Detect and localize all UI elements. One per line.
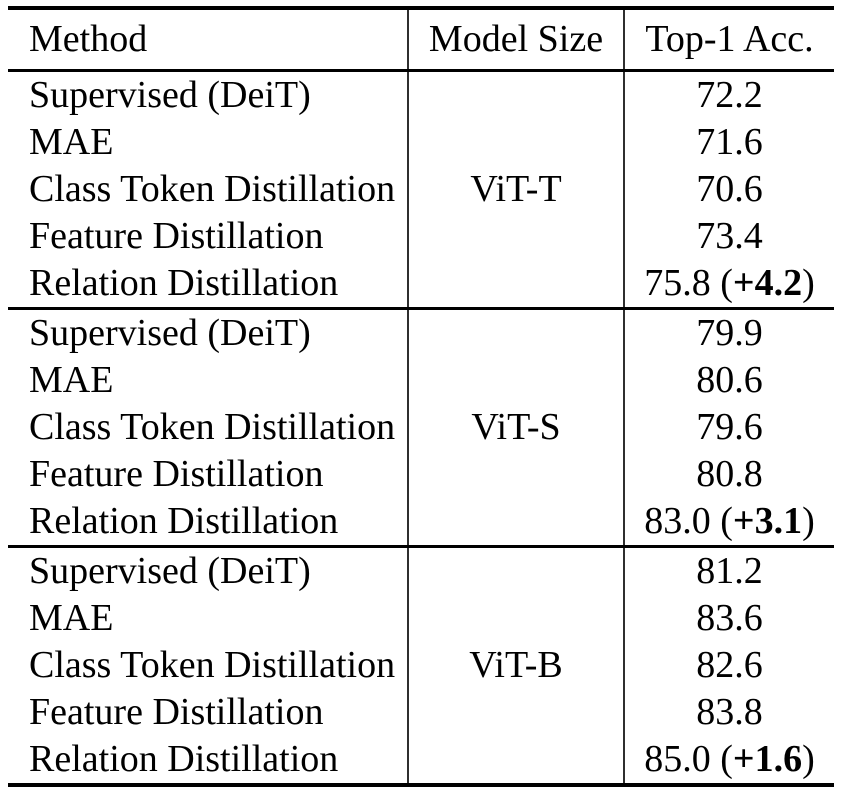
acc-cell: 75.8 (+4.2)	[624, 260, 834, 309]
acc-value: 75.8	[644, 261, 711, 304]
method-cell: Class Token Distillation	[8, 404, 409, 451]
table-row: Supervised (DeiT) ViT-S 79.9	[8, 307, 834, 547]
acc-value: 80.8	[696, 452, 763, 495]
method-cell: Relation Distillation	[8, 260, 409, 309]
results-table: Method Model Size Top-1 Acc. Supervised …	[8, 6, 834, 787]
acc-cell: 83.0 (+3.1)	[624, 498, 834, 547]
method-cell: Supervised (DeiT)	[8, 307, 409, 357]
header-model-size: Model Size	[408, 8, 625, 72]
acc-value: 80.6	[696, 358, 763, 401]
table-row: Class Token Distillation 82.6	[8, 642, 834, 689]
table-row: Supervised (DeiT) ViT-B 81.2	[8, 545, 834, 785]
acc-value: 72.2	[696, 73, 763, 116]
table-row: Supervised (DeiT) ViT-T 72.2	[8, 69, 834, 309]
method-cell: MAE	[8, 119, 409, 166]
acc-cell: 79.9	[624, 307, 834, 357]
gain-value: +4.2	[732, 261, 803, 304]
acc-value: 85.0	[644, 737, 711, 780]
acc-cell: 83.8	[624, 689, 834, 736]
table-row: Class Token Distillation 70.6	[8, 166, 834, 213]
acc-cell: 73.4	[624, 213, 834, 260]
acc-value: 83.8	[696, 690, 763, 733]
acc-value: 79.9	[696, 311, 763, 354]
method-cell: Feature Distillation	[8, 451, 409, 498]
acc-value: 83.0	[644, 499, 711, 542]
acc-value: 81.2	[696, 549, 763, 592]
acc-value: 73.4	[696, 214, 763, 257]
acc-cell: 79.6	[624, 404, 834, 451]
acc-cell: 82.6	[624, 642, 834, 689]
table-row: Feature Distillation 83.8	[8, 689, 834, 736]
method-cell: Feature Distillation	[8, 689, 409, 736]
gain-value: +1.6	[732, 737, 803, 780]
group-vit-b: Supervised (DeiT) ViT-B 81.2 MAE 83.6 Cl…	[8, 545, 834, 785]
acc-value: 83.6	[696, 596, 763, 639]
method-cell: Supervised (DeiT)	[8, 69, 409, 119]
model-size-cell: ViT-T	[408, 69, 625, 309]
table-row: Relation Distillation 85.0 (+1.6)	[8, 736, 834, 785]
method-cell: MAE	[8, 357, 409, 404]
acc-value: 70.6	[696, 167, 763, 210]
acc-value: 79.6	[696, 405, 763, 448]
method-cell: Relation Distillation	[8, 736, 409, 785]
acc-cell: 83.6	[624, 595, 834, 642]
table-row: Class Token Distillation 79.6	[8, 404, 834, 451]
gain-paren-close: )	[802, 499, 815, 542]
gain-value: +3.1	[732, 499, 803, 542]
model-size-cell: ViT-S	[408, 307, 625, 547]
acc-cell: 71.6	[624, 119, 834, 166]
acc-value: 82.6	[696, 643, 763, 686]
method-cell: Feature Distillation	[8, 213, 409, 260]
acc-cell: 85.0 (+1.6)	[624, 736, 834, 785]
group-vit-t: Supervised (DeiT) ViT-T 72.2 MAE 71.6 Cl…	[8, 69, 834, 309]
table-row: MAE 80.6	[8, 357, 834, 404]
header-top1-acc: Top-1 Acc.	[624, 8, 834, 72]
table-row: Relation Distillation 75.8 (+4.2)	[8, 260, 834, 309]
method-cell: Supervised (DeiT)	[8, 545, 409, 595]
acc-cell: 80.8	[624, 451, 834, 498]
acc-cell: 81.2	[624, 545, 834, 595]
header-method: Method	[8, 8, 409, 72]
method-cell: Class Token Distillation	[8, 642, 409, 689]
acc-cell: 72.2	[624, 69, 834, 119]
gain-paren-open: (	[710, 499, 733, 542]
table-row: MAE 83.6	[8, 595, 834, 642]
gain-paren-close: )	[802, 261, 815, 304]
header-row: Method Model Size Top-1 Acc.	[8, 8, 834, 72]
table-row: Feature Distillation 80.8	[8, 451, 834, 498]
model-size-cell: ViT-B	[408, 545, 625, 785]
gain-paren-close: )	[802, 737, 815, 780]
gain-paren-open: (	[710, 737, 733, 780]
table-row: Relation Distillation 83.0 (+3.1)	[8, 498, 834, 547]
gain-paren-open: (	[710, 261, 733, 304]
table-header: Method Model Size Top-1 Acc.	[8, 8, 834, 72]
method-cell: MAE	[8, 595, 409, 642]
acc-value: 71.6	[696, 120, 763, 163]
acc-cell: 80.6	[624, 357, 834, 404]
table-row: Feature Distillation 73.4	[8, 213, 834, 260]
method-cell: Class Token Distillation	[8, 166, 409, 213]
acc-cell: 70.6	[624, 166, 834, 213]
group-vit-s: Supervised (DeiT) ViT-S 79.9 MAE 80.6 Cl…	[8, 307, 834, 547]
method-cell: Relation Distillation	[8, 498, 409, 547]
table-row: MAE 71.6	[8, 119, 834, 166]
